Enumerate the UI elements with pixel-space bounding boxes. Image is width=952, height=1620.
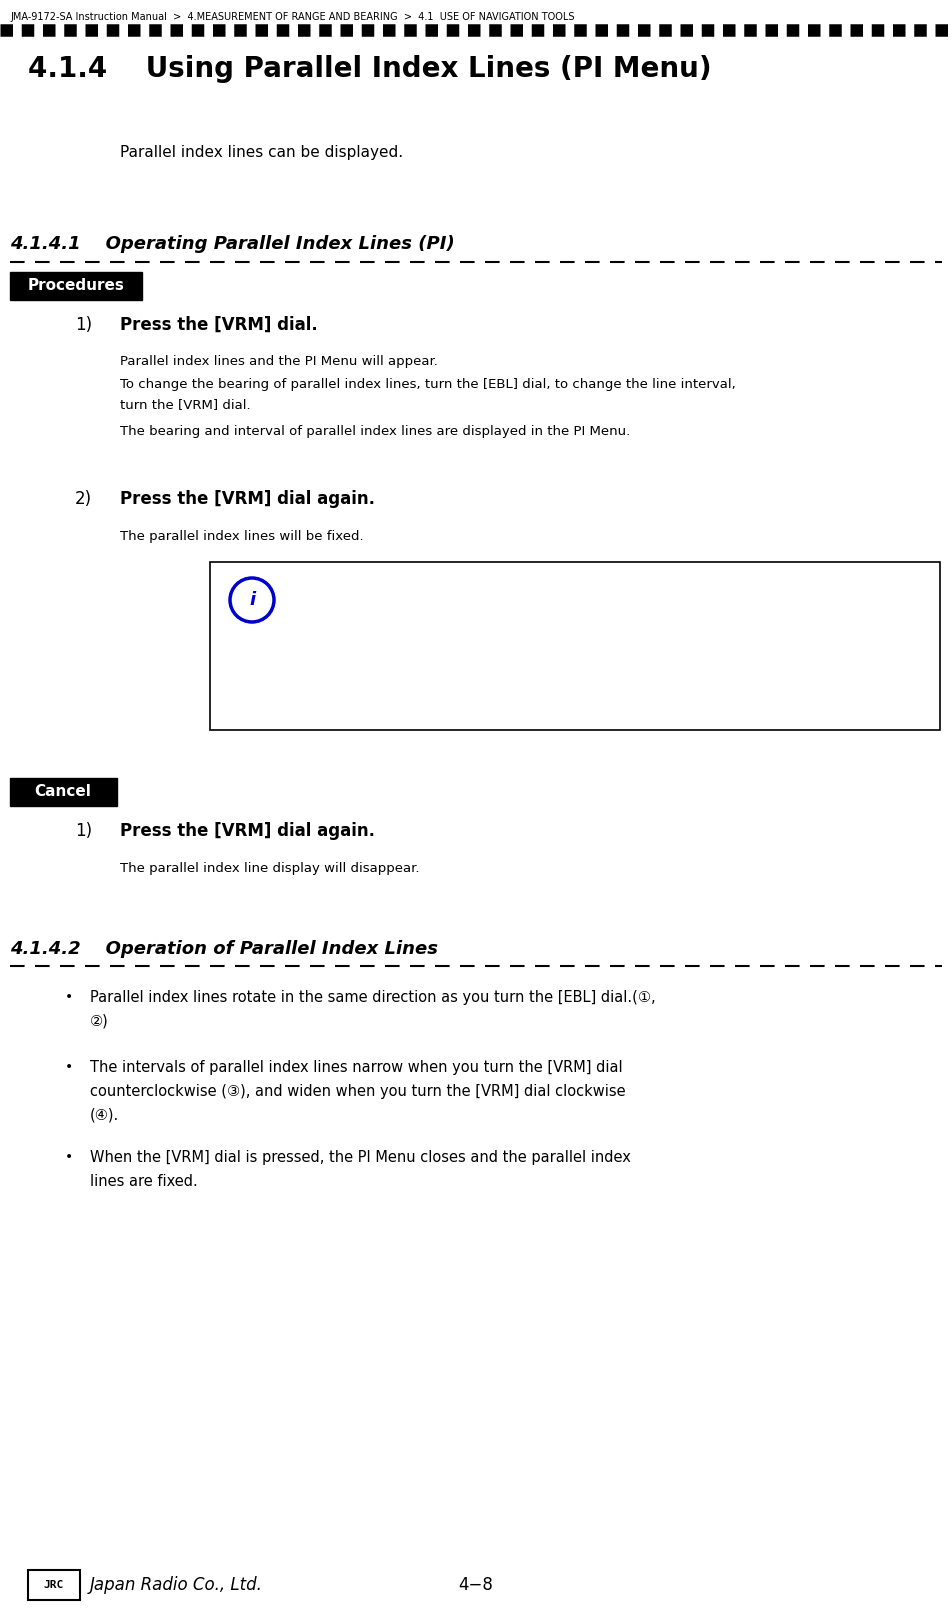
Text: Press the [VRM] dial.: Press the [VRM] dial.: [120, 316, 318, 334]
Text: The bearing and interval of parallel index lines are displayed in the PI Menu.: The bearing and interval of parallel ind…: [120, 424, 630, 437]
Text: When the [VRM] dial is pressed, the PI Menu closes and the parallel index: When the [VRM] dial is pressed, the PI M…: [90, 1150, 631, 1165]
Text: 4.1.4    Using Parallel Index Lines (PI Menu): 4.1.4 Using Parallel Index Lines (PI Men…: [28, 55, 712, 83]
Text: Parallel index lines rotate in the same direction as you turn the [EBL] dial.(①,: Parallel index lines rotate in the same …: [90, 990, 656, 1004]
Text: Japan Radio Co., Ltd.: Japan Radio Co., Ltd.: [90, 1576, 263, 1594]
Text: lines are fixed.: lines are fixed.: [90, 1174, 198, 1189]
Text: The intervals of parallel index lines narrow when you turn the [VRM] dial: The intervals of parallel index lines na…: [90, 1059, 623, 1076]
Text: •: •: [65, 990, 73, 1004]
Text: 4.1.4.1    Operating Parallel Index Lines (PI): 4.1.4.1 Operating Parallel Index Lines (…: [10, 235, 455, 253]
Text: 4−8: 4−8: [459, 1576, 493, 1594]
Text: Parallel index lines are operable only while the PI Menu is: Parallel index lines are operable only w…: [292, 573, 652, 586]
Text: •: •: [65, 1059, 73, 1074]
Text: (④).: (④).: [90, 1108, 119, 1123]
Bar: [10, 778, 117, 807]
Bar: [28, 1570, 80, 1601]
Text: 1): 1): [75, 316, 92, 334]
Text: cannot be adjusted any more. To adjust the bearing and: cannot be adjusted any more. To adjust t…: [292, 651, 644, 664]
Text: Parallel index lines can be displayed.: Parallel index lines can be displayed.: [120, 146, 403, 160]
Text: open the PI Menu.: open the PI Menu.: [292, 705, 405, 718]
Text: The parallel index lines will be fixed.: The parallel index lines will be fixed.: [120, 530, 364, 543]
Text: Parallel index lines and the PI Menu will appear.: Parallel index lines and the PI Menu wil…: [120, 355, 438, 368]
Text: 1): 1): [75, 821, 92, 841]
Text: ②): ②): [90, 1014, 109, 1029]
Text: To change the bearing of parallel index lines, turn the [EBL] dial, to change th: To change the bearing of parallel index …: [120, 377, 736, 390]
Text: •: •: [65, 1150, 73, 1165]
Text: JMA-9172-SA Instruction Manual  >  4.MEASUREMENT OF RANGE AND BEARING  >  4.1  U: JMA-9172-SA Instruction Manual > 4.MEASU…: [10, 11, 574, 23]
Text: Cancel: Cancel: [34, 784, 91, 800]
Text: 2): 2): [75, 489, 92, 509]
Bar: [210, 562, 940, 731]
Text: display remains, but the settings of the bearing and interval: display remains, but the settings of the…: [292, 625, 670, 638]
Text: Press the [VRM] dial again.: Press the [VRM] dial again.: [120, 821, 375, 841]
Circle shape: [230, 578, 274, 622]
Text: 4.1.4.2    Operation of Parallel Index Lines: 4.1.4.2 Operation of Parallel Index Line…: [10, 940, 438, 957]
Text: i: i: [248, 591, 255, 609]
Bar: [10, 272, 142, 300]
Text: The parallel index line display will disappear.: The parallel index line display will dis…: [120, 862, 420, 875]
Text: JRC: JRC: [44, 1580, 64, 1589]
Text: turn the [VRM] dial.: turn the [VRM] dial.: [120, 399, 250, 411]
Text: interval after closing the menu, press the [VRM] dial twice to: interval after closing the menu, press t…: [292, 679, 674, 692]
Text: displayed. When the menu is closed, the parallel index line: displayed. When the menu is closed, the …: [292, 599, 663, 612]
Text: Press the [VRM] dial again.: Press the [VRM] dial again.: [120, 489, 375, 509]
Text: counterclockwise (③), and widen when you turn the [VRM] dial clockwise: counterclockwise (③), and widen when you…: [90, 1084, 625, 1098]
Text: Procedures: Procedures: [28, 279, 125, 293]
